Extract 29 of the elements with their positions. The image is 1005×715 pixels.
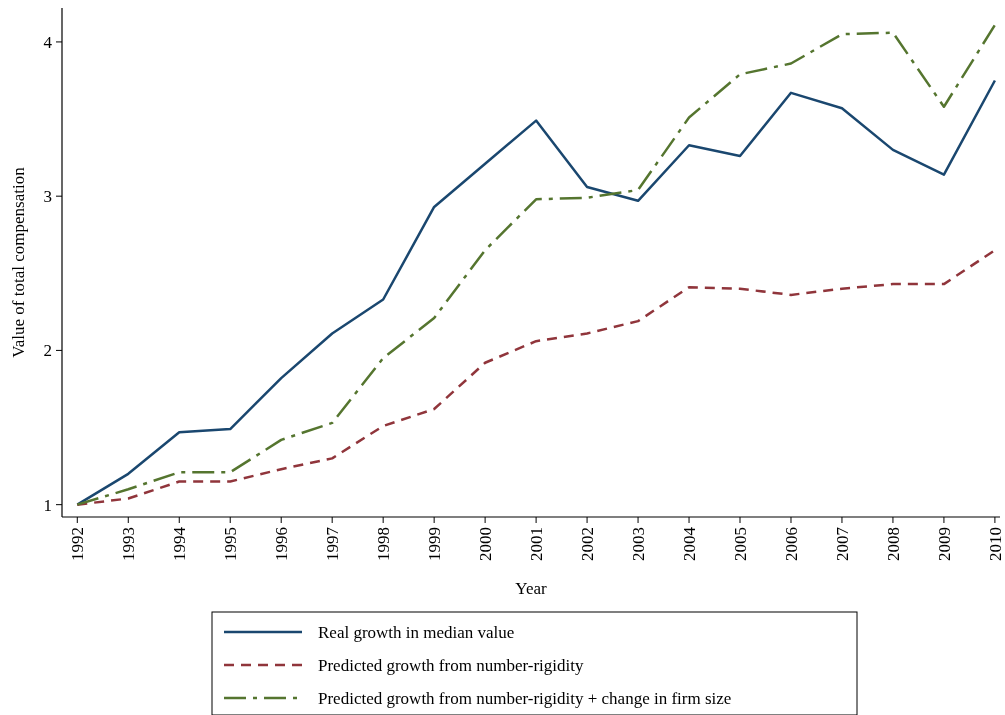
line-series	[76, 248, 997, 506]
x-tick-label: 2008	[883, 527, 903, 561]
x-tick-label: 1994	[170, 526, 190, 561]
y-tick-label: 2	[43, 341, 52, 361]
x-tick-label: 2001	[527, 527, 547, 561]
x-tick-label: 2007	[832, 526, 852, 561]
x-tick-label: 1993	[119, 527, 139, 561]
x-tick-label: 2010	[985, 527, 1005, 561]
x-tick-label: 1996	[272, 527, 292, 561]
x-tick-label: 1992	[68, 527, 88, 561]
x-axis-title: Year	[515, 579, 547, 598]
legend-label: Predicted growth from number-rigidity	[318, 655, 584, 675]
y-tick-label: 4	[43, 32, 53, 52]
legend-label: Predicted growth from number-rigidity + change in firm size	[318, 688, 732, 708]
x-tick-label: 2000	[476, 527, 496, 561]
x-tick-label: 2006	[781, 527, 801, 561]
y-tick-label: 3	[43, 187, 52, 207]
x-tick-label: 1995	[221, 527, 241, 561]
x-tick-label: 2002	[578, 527, 598, 561]
x-tick-label: 2003	[629, 527, 648, 561]
x-tick-label: 2004	[679, 526, 699, 561]
x-tick-label: 1998	[374, 527, 394, 561]
x-tick-label: 1999	[425, 527, 445, 561]
x-tick-label: 1997	[323, 526, 343, 561]
y-tick-label: 1	[43, 495, 52, 515]
y-axis-title: Value of total compensation	[9, 166, 28, 358]
x-tick-label: 2005	[730, 527, 750, 561]
x-tick-label: 2009	[934, 527, 954, 561]
legend-label: Real growth in median value	[318, 622, 515, 642]
